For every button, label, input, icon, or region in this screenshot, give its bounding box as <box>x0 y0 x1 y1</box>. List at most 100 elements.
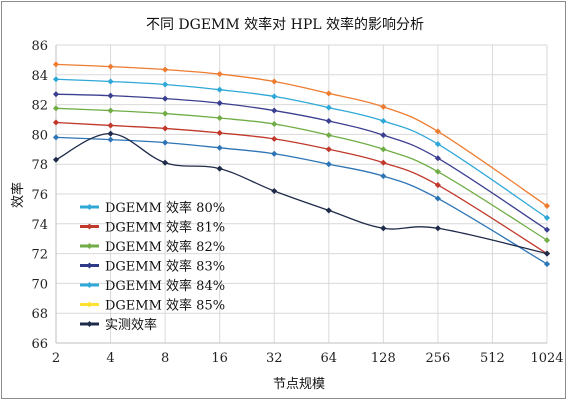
legend-label: DGEMM 效率 80% <box>105 200 225 216</box>
data-point <box>161 110 169 117</box>
data-point <box>271 107 278 114</box>
data-point <box>216 114 223 122</box>
data-point <box>543 237 551 244</box>
legend: DGEMM 效率 80% DGEMM 效率 81% DGEMM 效率 82% DGEM… <box>80 200 225 333</box>
legend-item: DGEMM 效率 80% <box>80 200 225 216</box>
y-axis-label: 效率 <box>10 182 26 208</box>
x-tick-label: 8 <box>161 351 169 366</box>
legend-label: DGEMM 效率 85% <box>105 298 225 314</box>
data-point <box>161 66 169 73</box>
data-point <box>52 61 60 68</box>
data-point <box>216 165 223 172</box>
data-point <box>434 181 442 189</box>
y-tick-label: 80 <box>31 128 48 143</box>
series-5 <box>52 61 551 210</box>
data-point <box>216 129 223 137</box>
data-point <box>325 117 332 125</box>
series-4 <box>52 76 551 221</box>
data-point <box>543 202 551 210</box>
chart-title: 不同 DGEMM 效率对 HPL 效率的影响分析 <box>146 16 424 33</box>
legend-item: DGEMM 效率 82% <box>80 239 225 255</box>
data-point <box>380 117 387 125</box>
data-point <box>161 159 169 166</box>
data-point <box>543 250 551 257</box>
data-point <box>271 120 278 128</box>
data-point <box>161 139 169 146</box>
data-point <box>107 78 114 85</box>
x-tick-label: 32 <box>266 351 283 366</box>
data-point <box>271 150 278 157</box>
legend-label: DGEMM 效率 81% <box>105 220 225 236</box>
data-point <box>434 128 442 135</box>
data-point <box>107 122 114 129</box>
data-point <box>216 86 223 93</box>
data-point <box>107 136 114 143</box>
y-tick-label: 70 <box>31 277 48 292</box>
data-point <box>271 187 278 195</box>
data-point <box>271 135 278 143</box>
legend-marker <box>86 262 93 269</box>
data-point <box>216 70 223 78</box>
legend-marker <box>86 223 93 230</box>
data-point <box>216 144 223 151</box>
data-point <box>434 225 442 232</box>
legend-item: DGEMM 效率 85% <box>80 298 225 314</box>
tick-labels: 66 68 70 72 74 76 78 80 82 84 86 2 4 8 16 32 64 128 256 512… <box>31 39 563 366</box>
data-point <box>107 130 114 137</box>
x-tick-label: 512 <box>480 351 505 366</box>
legend-label: DGEMM 效率 82% <box>105 239 225 255</box>
data-point <box>380 146 387 153</box>
x-tick-label: 64 <box>321 351 338 366</box>
legend-marker <box>86 282 93 288</box>
x-tick-label: 256 <box>425 351 450 366</box>
data-point <box>543 214 551 221</box>
legend-marker <box>86 301 93 308</box>
data-point <box>216 99 223 107</box>
series-0 <box>52 134 551 268</box>
data-point <box>271 93 278 100</box>
x-tick-label: 16 <box>211 351 228 366</box>
x-tick-label: 1024 <box>530 351 563 366</box>
data-point <box>52 134 60 141</box>
series-1 <box>52 119 551 257</box>
data-point <box>52 76 60 83</box>
x-axis-label: 节点规模 <box>273 377 325 392</box>
data-point <box>325 207 332 214</box>
series-6 <box>52 130 551 257</box>
data-point <box>380 131 387 139</box>
data-point <box>52 105 60 112</box>
y-tick-label: 86 <box>31 39 48 54</box>
legend-label: DGEMM 效率 83% <box>105 259 225 275</box>
data-point <box>380 103 387 110</box>
data-point <box>380 225 387 232</box>
data-point <box>161 95 169 102</box>
legend-item: DGEMM 效率 81% <box>80 220 225 236</box>
data-point <box>543 260 551 268</box>
data-point <box>434 155 442 162</box>
legend-label: 实测效率 <box>105 317 157 333</box>
legend-marker <box>86 243 93 249</box>
data-point <box>325 104 332 111</box>
legend-label: DGEMM 效率 84% <box>105 278 225 294</box>
y-tick-label: 74 <box>31 218 48 233</box>
x-tick-label: 2 <box>52 351 60 366</box>
data-point <box>52 156 60 163</box>
data-point <box>380 159 387 166</box>
y-tick-label: 68 <box>31 307 48 322</box>
data-point <box>52 91 60 98</box>
y-tick-label: 66 <box>31 337 48 352</box>
series-line <box>55 78 548 219</box>
data-point <box>434 168 442 175</box>
data-point <box>161 125 169 132</box>
data-point <box>380 172 387 180</box>
y-tick-label: 72 <box>31 248 48 263</box>
data-point <box>543 226 551 233</box>
data-point <box>271 78 278 85</box>
series-lines <box>52 61 551 268</box>
x-tick-label: 4 <box>106 351 114 366</box>
series-2 <box>52 105 551 244</box>
y-tick-label: 84 <box>31 69 48 84</box>
series-line <box>55 63 548 207</box>
data-point <box>107 107 114 114</box>
